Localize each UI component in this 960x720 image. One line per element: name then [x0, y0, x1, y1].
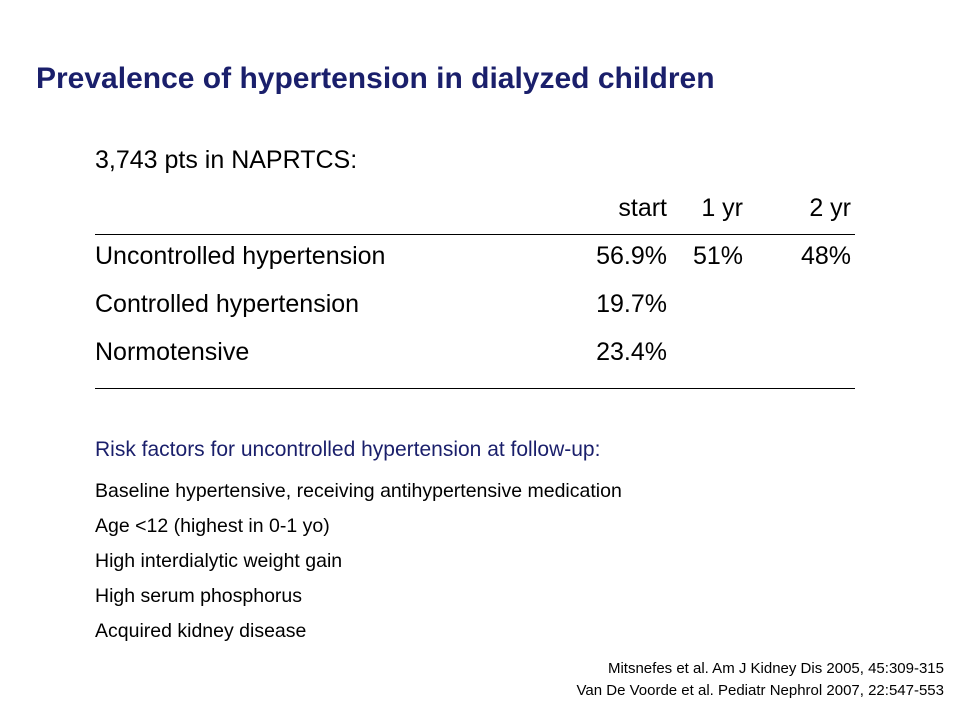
list-item: Baseline hypertensive, receiving antihyp…	[95, 480, 622, 502]
table-bottom-divider	[95, 388, 855, 389]
table-row: Normotensive 23.4%	[95, 330, 855, 378]
row-1yr-value: 51%	[692, 242, 743, 270]
table-header-row: start 1 yr 2 yr	[95, 192, 855, 235]
header-divider	[95, 234, 855, 235]
risk-factors-list: Baseline hypertensive, receiving antihyp…	[95, 476, 622, 651]
row-start-value: 19.7%	[596, 290, 667, 318]
row-label: Normotensive	[95, 338, 250, 366]
reference-line: Mitsnefes et al. Am J Kidney Dis 2005, 4…	[607, 660, 944, 677]
row-start-value: 23.4%	[596, 338, 667, 366]
row-label: Uncontrolled hypertension	[95, 242, 386, 270]
header-start: start	[618, 194, 667, 222]
table-row: Uncontrolled hypertension 56.9% 51% 48%	[95, 234, 855, 282]
list-item: Acquired kidney disease	[95, 620, 307, 642]
table-row: Controlled hypertension 19.7%	[95, 282, 855, 330]
header-2yr: 2 yr	[809, 194, 851, 222]
row-label: Controlled hypertension	[95, 290, 360, 318]
row-start-value: 56.9%	[596, 242, 667, 270]
prevalence-table: start 1 yr 2 yr Uncontrolled hypertensio…	[95, 192, 855, 378]
references: Mitsnefes et al. Am J Kidney Dis 2005, 4…	[577, 658, 944, 702]
row-2yr-value: 48%	[800, 242, 851, 270]
header-1yr: 1 yr	[701, 194, 743, 222]
intro-text: 3,743 pts in NAPRTCS:	[95, 146, 358, 174]
slide-title: Prevalence of hypertension in dialyzed c…	[36, 62, 715, 95]
risk-factors-heading: Risk factors for uncontrolled hypertensi…	[95, 438, 601, 461]
list-item: Age <12 (highest in 0-1 yo)	[95, 515, 330, 537]
list-item: High interdialytic weight gain	[95, 550, 343, 572]
list-item: High serum phosphorus	[95, 585, 303, 607]
reference-line: Van De Voorde et al. Pediatr Nephrol 200…	[576, 682, 944, 699]
